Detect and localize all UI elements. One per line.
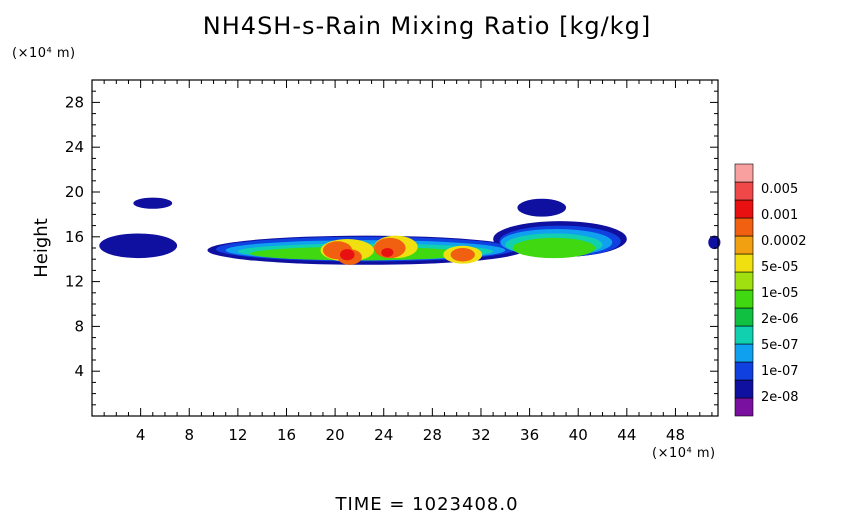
colorbar-swatch [734,181,754,201]
colorbar-swatch [734,343,754,363]
y-tick-label: 12 [65,273,84,291]
colorbar-label: 0.005 [761,182,798,197]
y-axis-unit: (×10⁴ m) [12,46,76,61]
x-tick-label: 44 [617,426,636,444]
time-label: TIME = 1023408.0 [335,494,519,515]
x-tick-label: 12 [228,426,247,444]
contour-region-22 [381,248,394,257]
colorbar-swatch [734,217,754,237]
contour-region-0 [99,233,178,259]
contour-region-4 [517,198,567,217]
colorbar-label: 2e-08 [761,390,799,405]
x-tick-label: 24 [374,426,393,444]
colorbar-swatch [734,253,754,273]
x-tick-label: 16 [277,426,296,444]
chart-title: NH4SH-s-Rain Mixing Ratio [kg/kg] [202,12,652,40]
y-tick-label: 4 [74,362,84,380]
colorbar-swatch [734,271,754,291]
y-tick-label: 16 [65,228,84,246]
y-axis-label: Height [31,218,52,278]
x-tick-label: 8 [184,426,194,444]
y-tick-label: 20 [65,183,84,201]
colorbar-label: 5e-07 [761,338,799,353]
y-axis-label-group: Height [31,218,52,278]
contour-fill [99,197,721,265]
y-tick-label: 8 [74,317,84,335]
x-tick-label: 40 [569,426,588,444]
colorbar-swatch [734,379,754,399]
y-tick-label: 24 [65,138,84,156]
y-tick-label: 28 [65,93,84,111]
colorbar-swatch [734,397,754,417]
colorbar-label: 1e-05 [761,286,799,301]
colorbar-swatch [734,307,754,327]
x-axis-unit: (×10⁴ m) [652,446,716,461]
x-tick-label: 32 [471,426,490,444]
x-tick-label: 48 [666,426,685,444]
colorbar-swatch [734,163,754,183]
colorbar-swatch [734,325,754,345]
x-tick-label: 36 [520,426,539,444]
colorbar-swatch [734,361,754,381]
x-tick-label: 28 [423,426,442,444]
colorbar-label: 5e-05 [761,260,799,275]
x-tick-label: 4 [136,426,146,444]
x-tick-label: 20 [326,426,345,444]
contour-region-20 [450,248,475,262]
colorbar-swatch [734,235,754,255]
colorbar-swatch [734,289,754,309]
colorbar-label: 0.0002 [761,234,807,249]
contour-region-1 [133,197,173,209]
colorbar-swatch [734,199,754,219]
contour-region-13 [512,237,596,259]
colorbar-label: 1e-07 [761,364,799,379]
colorbar-label: 2e-06 [761,312,799,327]
contour-region-5 [708,235,721,250]
contour-region-21 [339,249,355,261]
colorbar-label: 0.001 [761,208,798,223]
colorbar: 0.005 0.001 0.0002 5e-05 1e-05 2e-06 5e-07 1e-0… [734,163,807,417]
